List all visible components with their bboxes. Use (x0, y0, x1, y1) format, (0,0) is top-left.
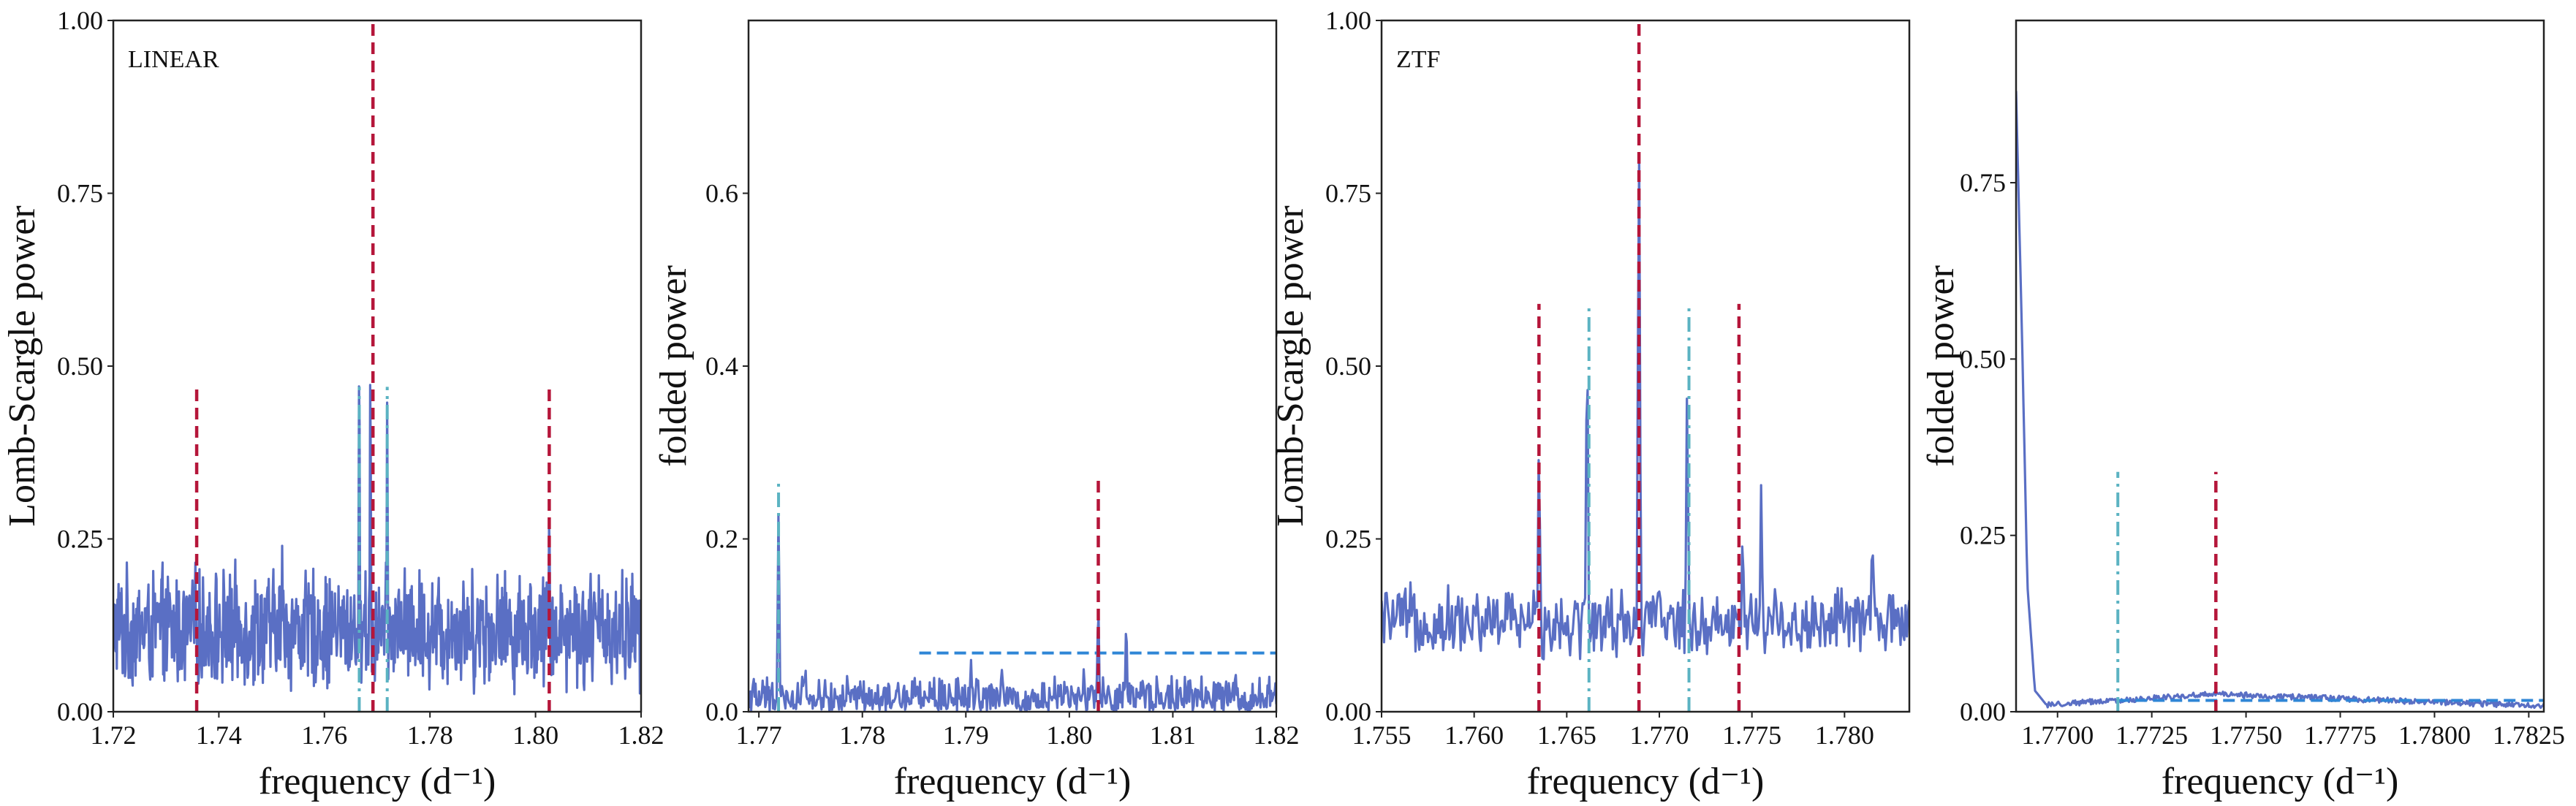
y-tick-label: 1.00 (1325, 6, 1371, 35)
x-tick-label: 1.7700 (2021, 721, 2094, 750)
x-tick-label: 1.77 (736, 721, 782, 750)
y-tick-label: 0.25 (1325, 525, 1371, 554)
plot-area (2016, 91, 2544, 712)
x-axis-label: frequency (d⁻¹) (259, 761, 496, 802)
axes-frame (2015, 19, 2545, 713)
panel-label: LINEAR (128, 46, 219, 73)
y-tick-label: 0.75 (1325, 179, 1371, 208)
x-axis-label: frequency (d⁻¹) (1527, 761, 1765, 802)
x-tick-label: 1.80 (512, 721, 558, 750)
y-tick-label: 0.6 (705, 179, 738, 208)
x-axis-label: frequency (d⁻¹) (2162, 761, 2399, 802)
y-tick-label: 0.4 (705, 351, 738, 381)
y-tick-label: 0.00 (1960, 697, 2006, 726)
plot-area (1382, 20, 1909, 712)
x-tick-label: 1.81 (1150, 721, 1196, 750)
x-tick-label: 1.7800 (2398, 721, 2471, 750)
y-tick-label: 0.0 (705, 697, 738, 726)
plot-area (749, 478, 1276, 712)
y-tick-label: 0.25 (1960, 521, 2006, 550)
x-tick-label: 1.72 (91, 721, 137, 750)
x-tick-label: 1.74 (196, 721, 242, 750)
y-tick-label: 0.50 (1960, 344, 2006, 373)
y-tick-label: 0.75 (1960, 168, 2006, 197)
y-tick-label: 0.00 (57, 697, 103, 726)
y-axis-label: folded power (1920, 265, 1962, 467)
x-tick-label: 1.79 (943, 721, 989, 750)
periodogram-series (1382, 152, 1909, 661)
x-tick-label: 1.760 (1444, 721, 1504, 750)
y-tick-label: 0.2 (705, 525, 738, 554)
periodogram-series (749, 513, 1276, 712)
y-axis-label: folded power (653, 265, 694, 467)
x-tick-label: 1.755 (1352, 721, 1412, 750)
x-tick-label: 1.765 (1537, 721, 1596, 750)
x-tick-label: 1.82 (618, 721, 664, 750)
periodogram-series (2016, 91, 2544, 710)
x-tick-label: 1.780 (1815, 721, 1874, 750)
periodogram-series (113, 384, 641, 696)
panel-ztf-periodogram: ZTF frequency (d⁻¹) Lomb-Scargle power 1… (1270, 6, 1911, 802)
y-axis-label: Lomb-Scargle power (1, 205, 43, 526)
x-tick-label: 1.7750 (2210, 721, 2282, 750)
y-tick-label: 0.50 (57, 351, 103, 381)
x-tick-label: 1.78 (407, 721, 453, 750)
x-tick-label: 1.76 (301, 721, 347, 750)
x-axis-label: frequency (d⁻¹) (894, 761, 1132, 802)
x-tick-label: 1.7775 (2304, 721, 2376, 750)
y-tick-label: 0.00 (1325, 697, 1371, 726)
panel-label: ZTF (1396, 46, 1440, 73)
x-tick-label: 1.78 (839, 721, 885, 750)
axes-frame (747, 19, 1278, 713)
y-tick-label: 0.75 (57, 179, 103, 208)
panel-linear-periodogram: LINEAR frequency (d⁻¹) Lomb-Scargle powe… (1, 6, 664, 802)
x-tick-label: 1.775 (1722, 721, 1781, 750)
plot-area (113, 20, 641, 712)
y-tick-label: 1.00 (57, 6, 103, 35)
x-tick-label: 1.82 (1254, 721, 1300, 750)
x-tick-label: 1.770 (1630, 721, 1689, 750)
panel-linear-folded: frequency (d⁻¹) folded power 1.77 1.78 1.7… (653, 19, 1300, 802)
y-tick-label: 0.25 (57, 525, 103, 554)
x-tick-label: 1.7825 (2493, 721, 2565, 750)
panel-ztf-folded: frequency (d⁻¹) folded power 1.7700 1.772… (1920, 19, 2565, 802)
x-tick-label: 1.80 (1046, 721, 1092, 750)
x-tick-label: 1.7725 (2115, 721, 2188, 750)
y-tick-label: 0.50 (1325, 351, 1371, 381)
y-axis-label: Lomb-Scargle power (1270, 205, 1311, 526)
